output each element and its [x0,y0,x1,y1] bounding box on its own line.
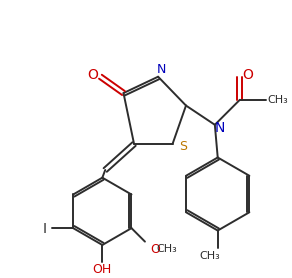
Text: S: S [179,140,187,153]
Text: N: N [214,121,225,135]
Text: CH₃: CH₃ [200,250,220,260]
Text: CH₃: CH₃ [157,244,177,254]
Text: O: O [150,243,160,256]
Text: O: O [242,68,253,82]
Text: I: I [42,222,46,236]
Text: CH₃: CH₃ [268,95,288,105]
Text: O: O [87,68,98,82]
Text: N: N [156,63,166,76]
Text: OH: OH [93,264,112,277]
